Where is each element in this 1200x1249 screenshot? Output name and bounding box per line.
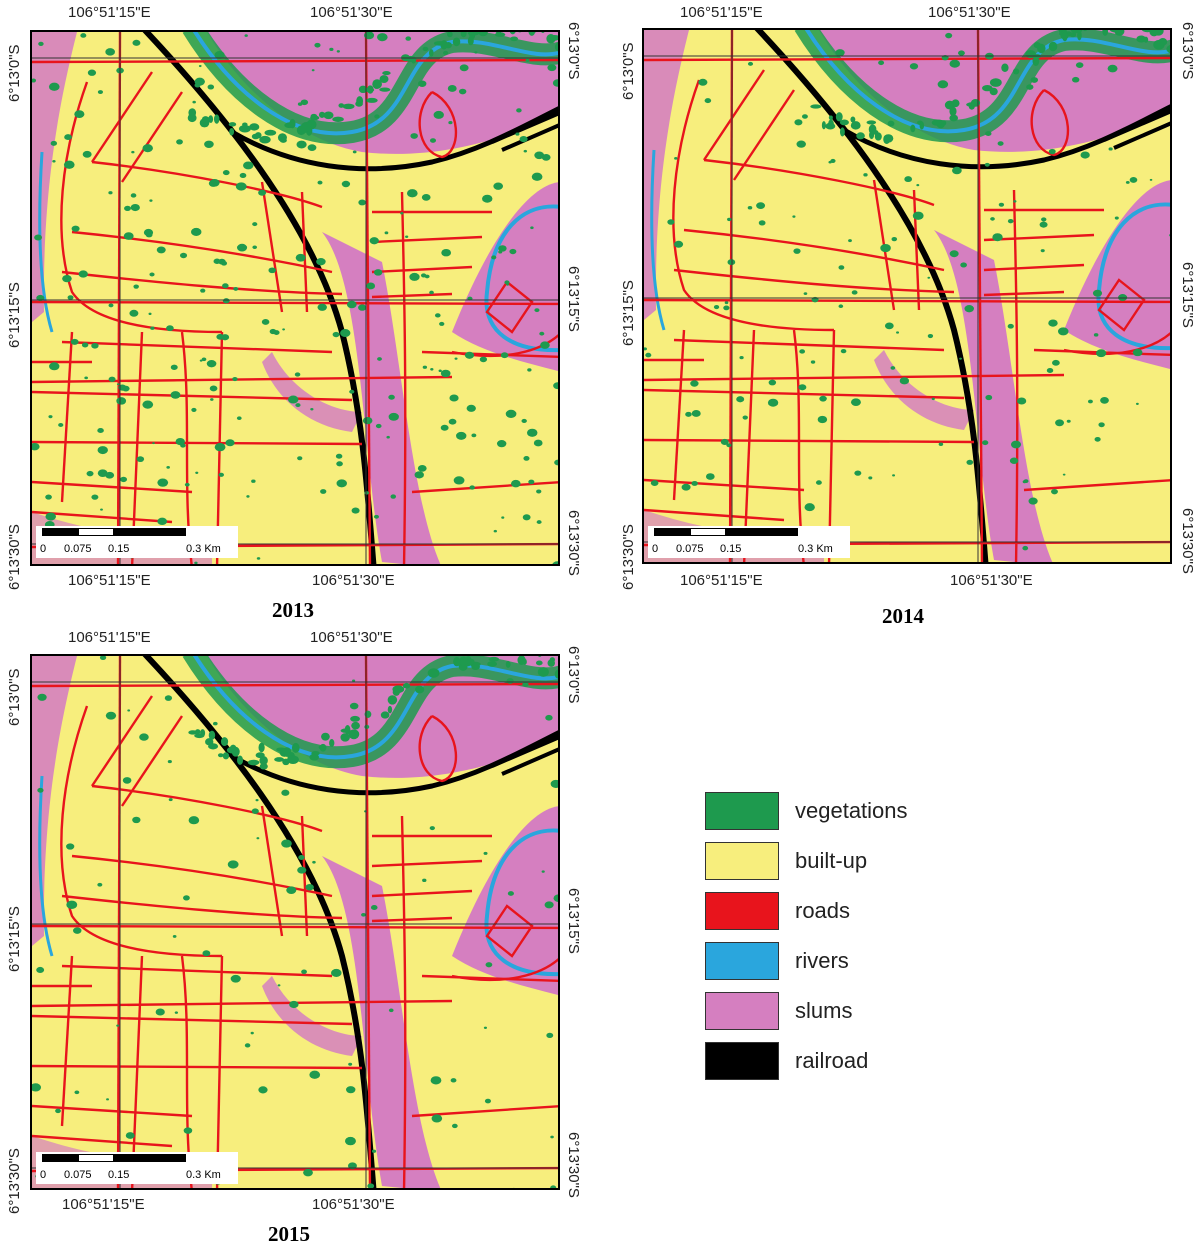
scale-bar: 0 0.075 0.15 0.3 Km <box>36 526 238 558</box>
lon-label-bottom-left: 106°51'15"E <box>68 572 151 589</box>
lon-label-bottom-left: 106°51'15"E <box>62 1196 145 1213</box>
lat-label-left-top: 6°13'0"S <box>620 42 637 100</box>
lat-label-left-mid: 6°13'15"S <box>6 282 23 348</box>
land-cover-map-2014 <box>642 28 1172 564</box>
lon-label-top-left: 106°51'15"E <box>680 4 763 21</box>
land-cover-map-2013 <box>30 30 560 566</box>
scale-bar: 0 0.075 0.15 0.3 Km <box>36 1152 238 1184</box>
scale-tick-0: 0 <box>652 543 659 555</box>
scale-tick-0: 0 <box>40 1169 47 1181</box>
legend-swatch <box>705 1042 779 1080</box>
legend-item-railroad: railroad <box>705 1040 965 1080</box>
legend-label: railroad <box>795 1048 869 1073</box>
land-cover-map-graphic <box>32 656 558 1188</box>
map-year-caption: 2013 <box>272 598 314 622</box>
lat-label-left-top: 6°13'0"S <box>6 668 23 726</box>
map-year-caption: 2015 <box>268 1222 310 1246</box>
scale-tick-2: 0.15 <box>108 543 130 555</box>
lon-label-top-right: 106°51'30"E <box>310 629 393 646</box>
map-panel-2015: 106°51'15"E 106°51'30"E 106°51'15"E 106°… <box>0 626 600 1249</box>
legend-swatch <box>705 842 779 880</box>
scale-tick-2: 0.15 <box>720 543 742 555</box>
scale-tick-0: 0 <box>40 543 47 555</box>
map-panel-2014: 106°51'15"E 106°51'30"E 106°51'15"E 106°… <box>612 0 1200 630</box>
legend-swatch <box>705 942 779 980</box>
lon-label-top-right: 106°51'30"E <box>928 4 1011 21</box>
lat-label-right-bottom: 6°13'30"S <box>565 1132 582 1198</box>
lat-label-right-mid: 6°13'15"S <box>565 888 582 954</box>
lat-label-left-bottom: 6°13'30"S <box>620 524 637 590</box>
legend-swatch <box>705 892 779 930</box>
scale-tick-1: 0.075 <box>64 1169 92 1181</box>
lat-label-right-mid: 6°13'15"S <box>565 266 582 332</box>
lat-label-right-bottom: 6°13'30"S <box>565 510 582 576</box>
map-panel-2013: 106°51'15"E 106°51'30"E 106°51'15"E 106°… <box>0 0 600 630</box>
scale-tick-1: 0.075 <box>64 543 92 555</box>
legend-item-vegetations: vegetations <box>705 790 965 830</box>
lon-label-bottom-right: 106°51'30"E <box>312 572 395 589</box>
legend-item-slums: slums <box>705 990 965 1030</box>
land-cover-map-graphic <box>32 32 558 564</box>
lat-label-right-top: 6°13'0"S <box>565 646 582 704</box>
scale-tick-3: 0.3 Km <box>186 1169 221 1181</box>
scale-tick-3: 0.3 Km <box>186 543 221 555</box>
legend-label: roads <box>795 898 851 923</box>
legend-swatch <box>705 792 779 830</box>
lat-label-right-mid: 6°13'15"S <box>1179 262 1196 328</box>
legend-label: built-up <box>795 848 868 873</box>
lat-label-left-mid: 6°13'15"S <box>6 906 23 972</box>
lat-label-right-top: 6°13'0"S <box>565 22 582 80</box>
legend-item-roads: roads <box>705 890 965 930</box>
legend-label: vegetations <box>795 798 908 823</box>
lat-label-right-top: 6°13'0"S <box>1179 22 1196 80</box>
land-cover-map-graphic <box>644 30 1170 562</box>
lat-label-left-bottom: 6°13'30"S <box>6 524 23 590</box>
map-year-caption: 2014 <box>882 604 924 628</box>
legend-item-rivers: rivers <box>705 940 965 980</box>
lon-label-top-left: 106°51'15"E <box>68 4 151 21</box>
lon-label-top-right: 106°51'30"E <box>310 4 393 21</box>
lon-label-bottom-right: 106°51'30"E <box>950 572 1033 589</box>
legend-label: rivers <box>795 948 849 973</box>
lon-label-top-left: 106°51'15"E <box>68 629 151 646</box>
lon-label-bottom-right: 106°51'30"E <box>312 1196 395 1213</box>
legend-swatch <box>705 992 779 1030</box>
lat-label-right-bottom: 6°13'30"S <box>1179 508 1196 574</box>
scale-tick-1: 0.075 <box>676 543 704 555</box>
legend-label: slums <box>795 998 853 1023</box>
lat-label-left-bottom: 6°13'30"S <box>6 1148 23 1214</box>
scale-tick-3: 0.3 Km <box>798 543 833 555</box>
land-cover-map-2015 <box>30 654 560 1190</box>
lat-label-left-top: 6°13'0"S <box>6 44 23 102</box>
scale-tick-2: 0.15 <box>108 1169 130 1181</box>
lat-label-left-mid: 6°13'15"S <box>620 280 637 346</box>
scale-bar: 0 0.075 0.15 0.3 Km <box>648 526 850 558</box>
legend-item-built-up: built-up <box>705 840 965 880</box>
lon-label-bottom-left: 106°51'15"E <box>680 572 763 589</box>
